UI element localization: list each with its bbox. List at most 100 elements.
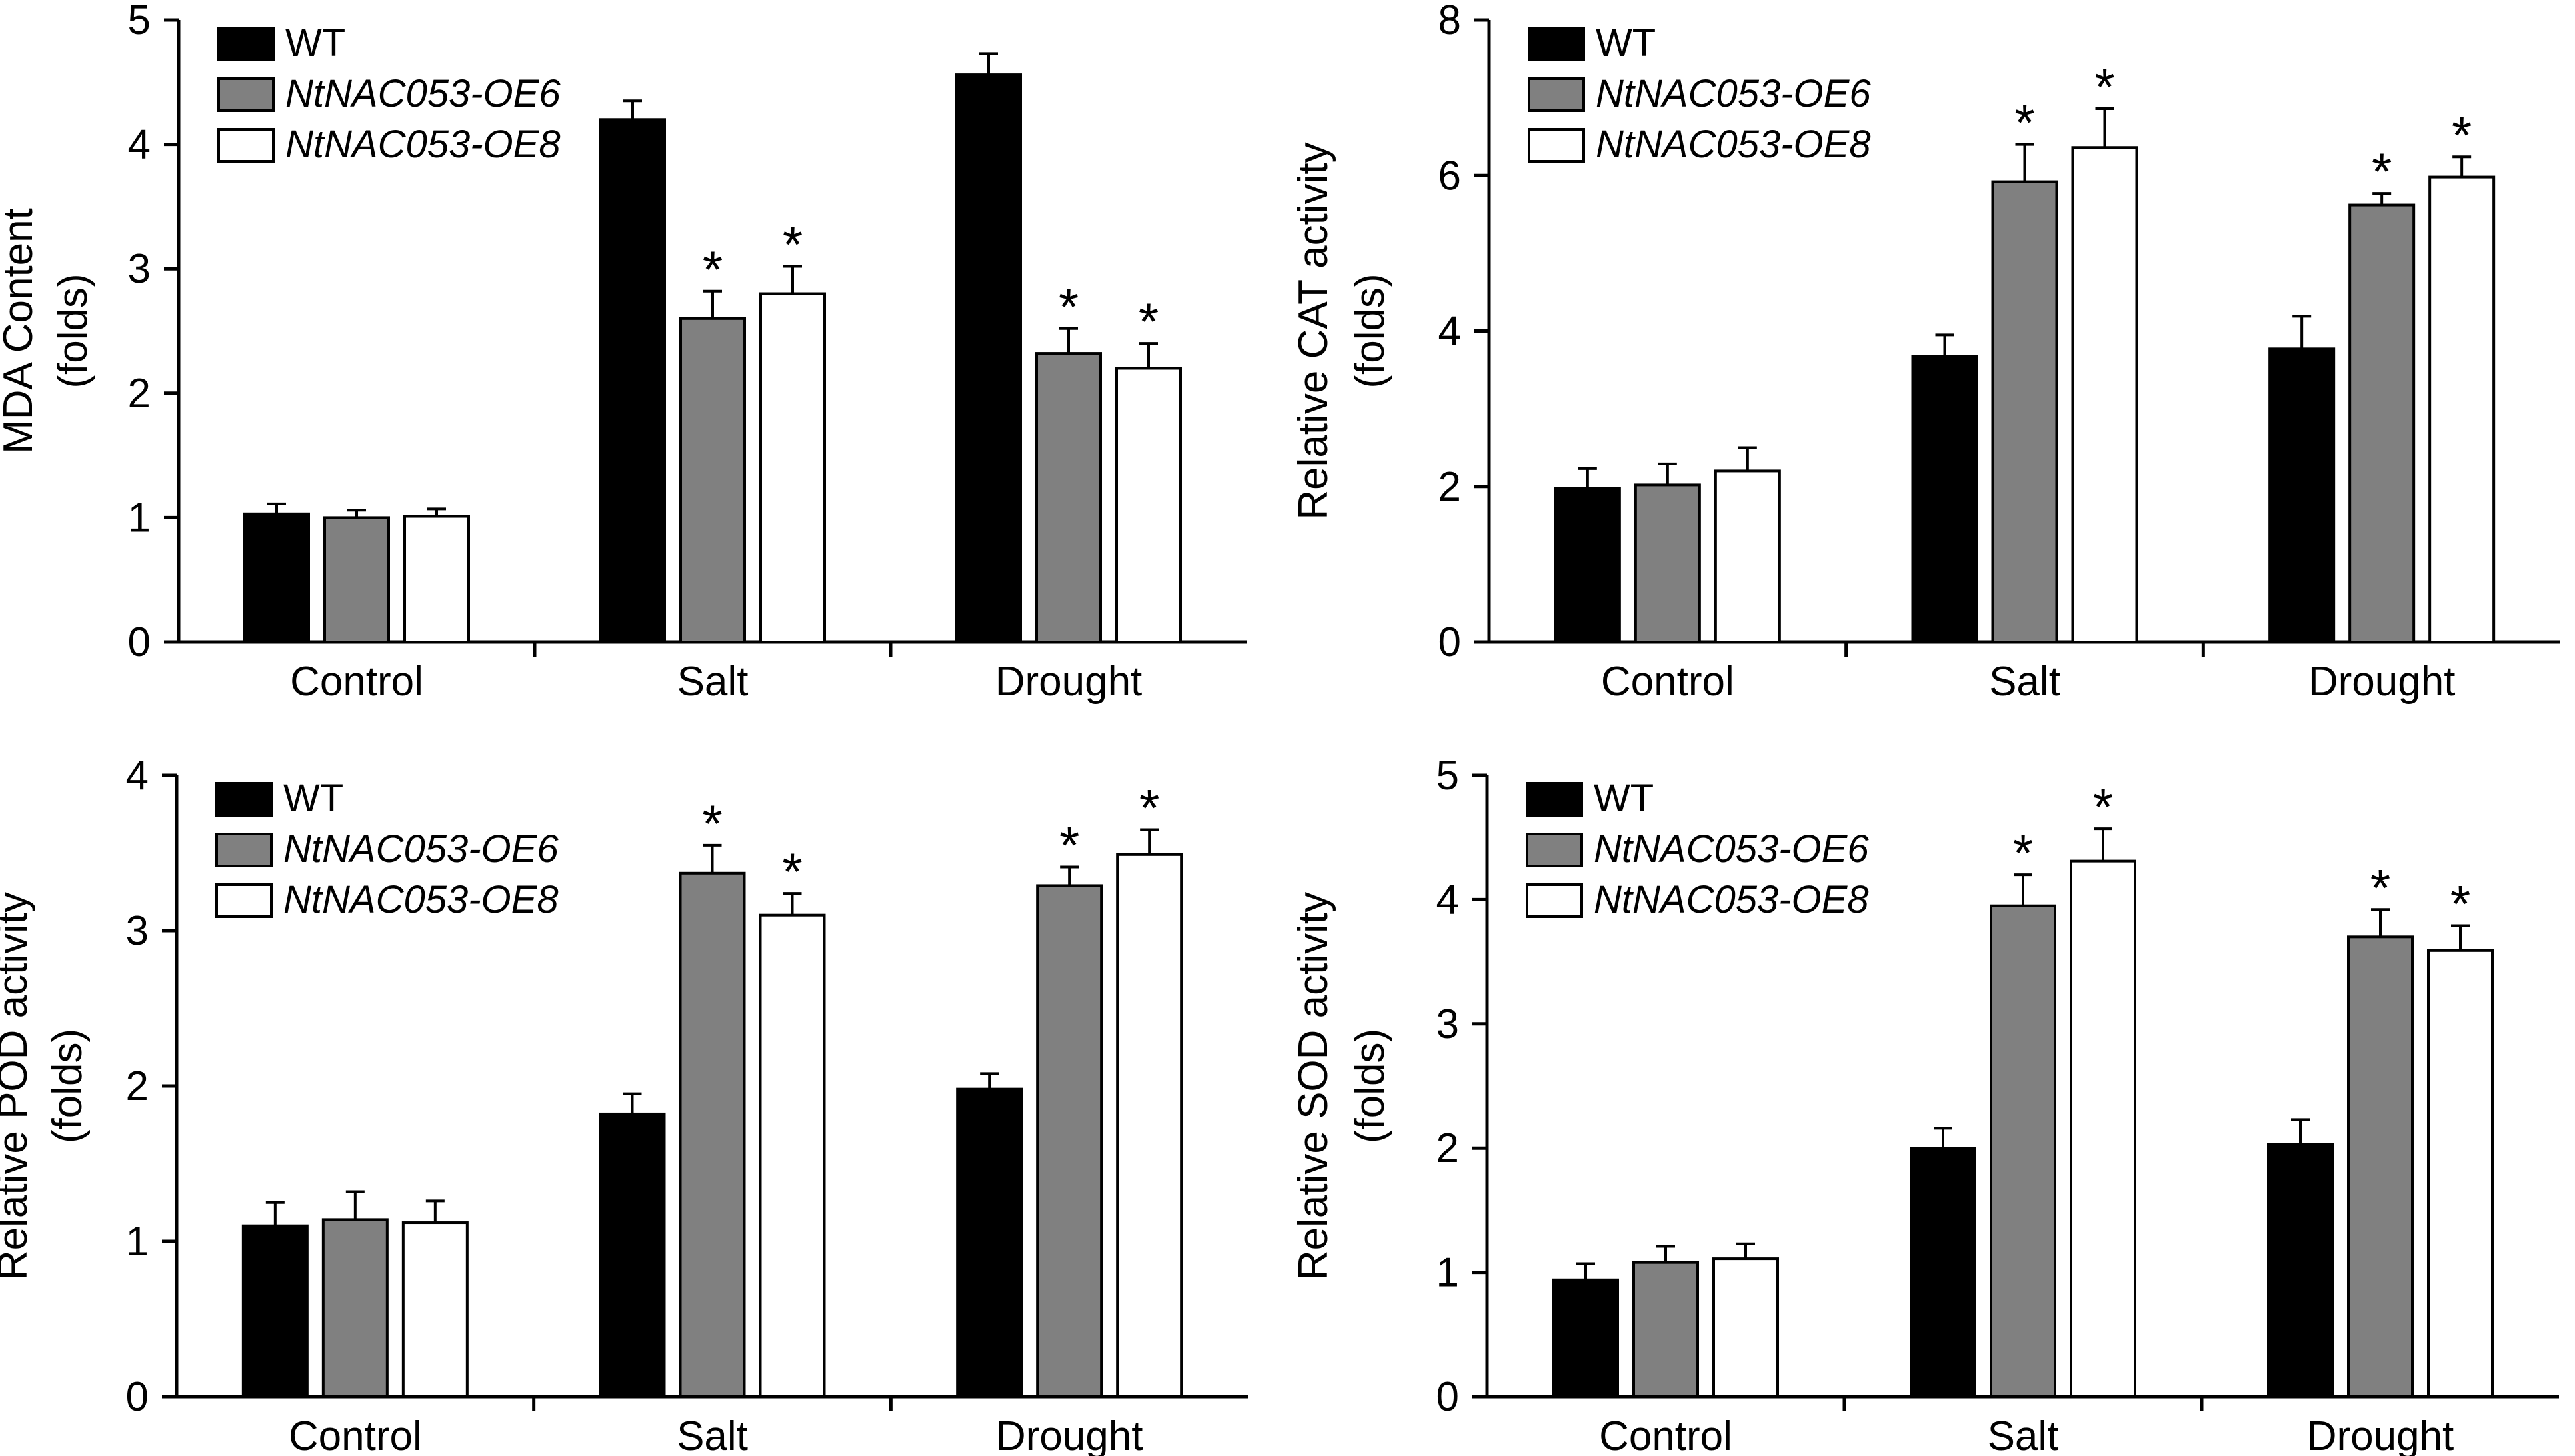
legend-label: NtNAC053-OE8 xyxy=(283,878,559,921)
legend-swatch xyxy=(215,883,273,918)
x-category-label: Control xyxy=(1601,659,1734,705)
bar xyxy=(955,73,1022,643)
y-tick-label: 5 xyxy=(128,0,151,43)
y-tick-label: 3 xyxy=(126,908,149,954)
bar xyxy=(1115,367,1182,643)
bar xyxy=(1911,355,1978,644)
y-axis-label: Relative CAT activity xyxy=(1290,142,1336,519)
y-tick-label: 2 xyxy=(128,371,151,417)
x-category-label: Drought xyxy=(2308,659,2456,705)
significance-marker: * xyxy=(2014,93,2034,152)
bar xyxy=(1714,469,1781,643)
legend-swatch xyxy=(1526,833,1583,867)
bar xyxy=(401,1221,469,1399)
y-tick-label: 1 xyxy=(126,1219,149,1265)
bar xyxy=(2427,949,2494,1398)
bar xyxy=(1554,487,1621,644)
y-tick-label: 4 xyxy=(128,122,151,168)
legend-label: NtNAC053-OE8 xyxy=(285,123,561,166)
legend-swatch xyxy=(217,77,275,112)
y-axis-label: (folds) xyxy=(45,1029,91,1143)
significance-marker: * xyxy=(703,240,723,299)
bar xyxy=(2347,935,2414,1398)
y-axis-label: (folds) xyxy=(1347,273,1393,388)
y-axis-label: Relative SOD activity xyxy=(1290,892,1336,1280)
significance-marker: * xyxy=(2450,875,2470,933)
significance-marker: * xyxy=(2093,777,2113,836)
y-tick-label: 1 xyxy=(128,495,151,541)
y-tick-label: 4 xyxy=(1438,309,1461,355)
y-tick-label: 4 xyxy=(126,753,149,799)
bar xyxy=(2348,203,2416,643)
x-category-label: Control xyxy=(289,1413,422,1456)
bar xyxy=(1116,853,1183,1398)
significance-marker: * xyxy=(2370,858,2390,917)
x-category-label: Drought xyxy=(996,1413,1143,1456)
significance-marker: * xyxy=(1139,292,1159,351)
legend-label: NtNAC053-OE6 xyxy=(283,827,559,871)
y-tick-label: 1 xyxy=(1436,1250,1459,1296)
chart-panel-mda: 0 1 2 3 4 5 MDA Content (folds) Control Salt * * Dro… xyxy=(0,0,1247,705)
bar xyxy=(679,317,746,643)
legend-swatch xyxy=(217,128,275,163)
y-tick-label: 2 xyxy=(1438,464,1461,510)
significance-marker: * xyxy=(1059,815,1079,874)
significance-marker: * xyxy=(2094,57,2114,116)
y-tick-label: 8 xyxy=(1438,0,1461,43)
legend-swatch xyxy=(1526,782,1583,817)
significance-marker: * xyxy=(702,794,722,853)
legend-label: NtNAC053-OE6 xyxy=(285,72,561,115)
chart-panel-cat: 0 2 4 6 8 Relative CAT activity (folds) Control… xyxy=(1290,0,2560,705)
legend-label: NtNAC053-OE8 xyxy=(1596,123,1871,166)
y-tick-label: 3 xyxy=(128,246,151,292)
bar xyxy=(1036,884,1103,1399)
significance-marker: * xyxy=(1059,277,1079,336)
bar xyxy=(321,1218,389,1398)
legend-label: WT xyxy=(1596,21,1656,65)
legend-label: NtNAC053-OE6 xyxy=(1596,72,1871,115)
bar xyxy=(2267,1143,2334,1399)
bar xyxy=(599,118,666,643)
chart-panel-sod: 0 1 2 3 4 5 Relative SOD activity (folds) Contro… xyxy=(1290,753,2559,1456)
bar xyxy=(1552,1278,1619,1399)
legend-swatch xyxy=(1526,883,1583,918)
legend-label: NtNAC053-OE6 xyxy=(1594,827,1869,871)
x-category-label: Control xyxy=(1599,1413,1732,1456)
significance-marker: * xyxy=(2452,105,2472,164)
legend-label: NtNAC053-OE8 xyxy=(1594,878,1869,921)
bar xyxy=(956,1087,1023,1399)
y-tick-label: 0 xyxy=(1438,619,1461,665)
bar xyxy=(323,516,390,644)
x-category-label: Salt xyxy=(1988,1413,2059,1456)
legend-label: WT xyxy=(1594,777,1654,820)
y-tick-label: 2 xyxy=(1436,1125,1459,1171)
bar xyxy=(2070,859,2136,1398)
y-tick-label: 0 xyxy=(128,619,151,665)
y-axis-label: MDA Content xyxy=(0,208,41,454)
bar xyxy=(1990,904,2056,1398)
y-tick-label: 0 xyxy=(1436,1374,1459,1420)
bar xyxy=(1712,1257,1779,1398)
y-tick-label: 0 xyxy=(126,1374,149,1420)
bar xyxy=(2268,347,2336,643)
bar xyxy=(1910,1147,1976,1398)
bar xyxy=(2071,146,2138,643)
legend-swatch xyxy=(215,833,273,867)
significance-marker: * xyxy=(2372,142,2392,201)
y-axis-label: Relative POD activity xyxy=(0,892,36,1280)
x-category-label: Drought xyxy=(995,659,1143,705)
legend-swatch xyxy=(215,782,273,817)
legend-swatch xyxy=(1528,77,1585,112)
legend-label: WT xyxy=(283,777,343,820)
x-category-label: Salt xyxy=(677,659,749,705)
legend-swatch xyxy=(1528,128,1585,163)
bar xyxy=(403,515,470,643)
y-tick-label: 6 xyxy=(1438,153,1461,199)
y-axis-label: (folds) xyxy=(50,273,96,388)
bar xyxy=(241,1224,309,1398)
legend-label: WT xyxy=(285,21,345,65)
bar xyxy=(1991,180,2058,643)
y-tick-label: 2 xyxy=(126,1063,149,1109)
bar xyxy=(243,512,310,643)
